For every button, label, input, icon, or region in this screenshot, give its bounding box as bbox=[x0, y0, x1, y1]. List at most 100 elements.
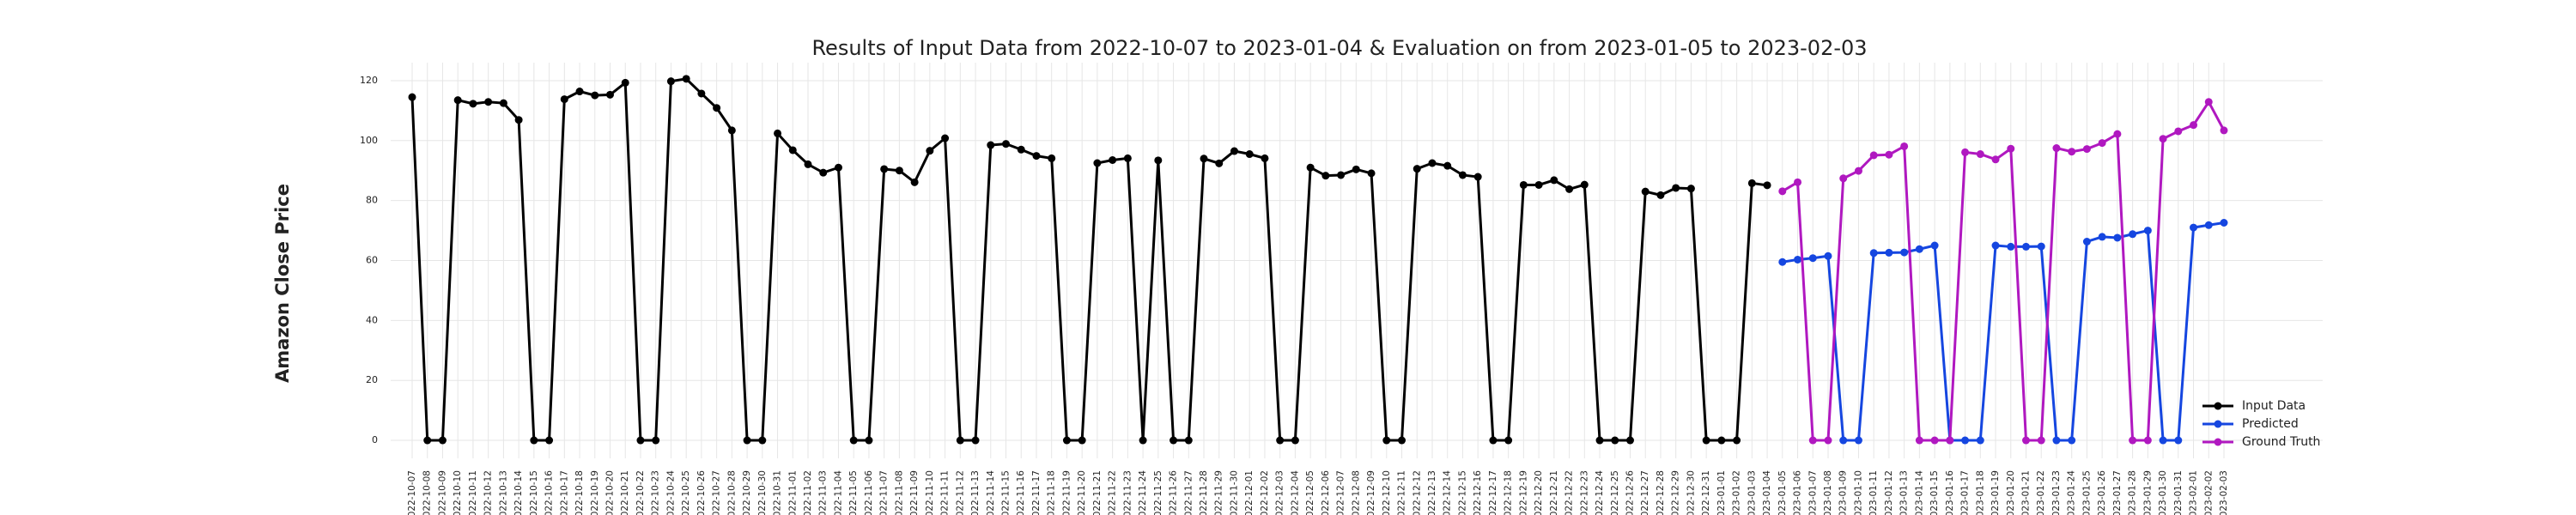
data-point bbox=[849, 436, 858, 445]
data-point bbox=[2021, 436, 2030, 445]
x-tick-label: 2022-12-03 bbox=[1275, 470, 1285, 515]
data-point bbox=[2021, 242, 2030, 251]
data-point bbox=[2037, 436, 2045, 445]
x-tick-label: 2022-12-17 bbox=[1488, 470, 1498, 515]
data-point bbox=[1854, 436, 1862, 445]
x-tick-label: 2022-11-11 bbox=[940, 470, 951, 515]
x-tick-label: 2023-01-07 bbox=[1807, 470, 1818, 515]
data-point bbox=[1839, 436, 1848, 445]
data-point bbox=[1473, 173, 1482, 181]
data-point bbox=[1625, 436, 1634, 445]
data-point bbox=[484, 98, 493, 106]
x-tick-label: 2022-11-20 bbox=[1077, 470, 1087, 515]
x-tick-label: 2023-01-06 bbox=[1793, 470, 1803, 515]
x-tick-label: 2022-11-30 bbox=[1229, 470, 1239, 515]
data-point bbox=[1976, 436, 1984, 445]
data-point bbox=[1550, 176, 1558, 185]
x-tick-label: 2022-10-09 bbox=[437, 470, 447, 515]
data-point bbox=[1686, 185, 1695, 193]
x-tick-label: 2022-11-10 bbox=[925, 470, 935, 515]
data-point bbox=[1519, 180, 1528, 189]
x-tick-label: 2022-11-16 bbox=[1016, 470, 1026, 515]
data-point bbox=[1808, 436, 1817, 445]
data-point bbox=[1991, 155, 2000, 164]
data-point bbox=[1504, 436, 1513, 445]
x-tick-label: 2022-10-11 bbox=[468, 470, 478, 515]
data-point bbox=[1261, 154, 1269, 162]
data-point bbox=[2082, 237, 2091, 245]
data-point bbox=[1611, 436, 1619, 445]
x-tick-label: 2023-01-18 bbox=[1975, 470, 1985, 515]
x-tick-label: 2022-12-30 bbox=[1686, 470, 1696, 515]
x-tick-label: 2022-12-31 bbox=[1701, 470, 1711, 515]
x-tick-label: 2022-10-26 bbox=[696, 470, 707, 515]
x-tick-label: 2022-11-02 bbox=[803, 470, 813, 515]
data-point bbox=[2037, 242, 2045, 251]
data-point bbox=[2007, 144, 2015, 153]
x-tick-label: 2022-10-18 bbox=[574, 470, 585, 515]
legend-label: Predicted bbox=[2242, 417, 2299, 431]
x-tick-label: 2022-10-25 bbox=[681, 470, 691, 515]
x-tick-label: 2022-12-15 bbox=[1457, 470, 1467, 515]
x-tick-label: 2022-12-19 bbox=[1518, 470, 1528, 515]
data-point bbox=[1961, 148, 1970, 156]
data-point bbox=[1017, 145, 1025, 154]
data-point bbox=[1717, 436, 1726, 445]
data-point bbox=[1946, 436, 1954, 445]
data-point bbox=[1900, 142, 1909, 150]
data-point bbox=[2143, 436, 2152, 445]
data-point bbox=[1062, 436, 1071, 445]
data-point bbox=[2159, 436, 2167, 445]
data-point bbox=[652, 436, 660, 445]
data-point bbox=[1885, 150, 1893, 159]
x-tick-label: 2022-11-26 bbox=[1169, 470, 1179, 515]
x-tick-label: 2022-11-03 bbox=[818, 470, 829, 515]
x-tick-label: 2023-01-21 bbox=[2020, 470, 2031, 515]
data-point bbox=[438, 436, 447, 445]
x-tick-label: 2022-10-17 bbox=[559, 470, 569, 515]
data-point bbox=[1443, 161, 1452, 170]
data-point bbox=[880, 165, 889, 173]
data-point bbox=[987, 141, 995, 149]
data-point bbox=[865, 436, 873, 445]
x-tick-label: 2022-11-08 bbox=[894, 470, 904, 515]
data-point bbox=[1672, 184, 1680, 192]
y-axis-label: Amazon Close Price bbox=[272, 184, 293, 383]
data-point bbox=[1930, 436, 1939, 445]
x-tick-label: 2023-02-01 bbox=[2189, 470, 2199, 515]
x-tick-label: 2022-11-22 bbox=[1108, 470, 1118, 515]
data-point bbox=[2068, 148, 2076, 156]
x-tick-label: 2022-10-14 bbox=[513, 470, 524, 515]
x-tick-label: 2022-10-22 bbox=[635, 470, 646, 515]
x-tick-label: 2022-10-19 bbox=[590, 470, 600, 515]
data-point bbox=[1337, 171, 1346, 179]
data-point bbox=[1291, 436, 1299, 445]
x-tick-label: 2023-01-03 bbox=[1747, 470, 1757, 515]
data-point bbox=[1215, 159, 1224, 167]
x-tick-label: 2022-10-23 bbox=[651, 470, 661, 515]
data-point bbox=[2052, 144, 2061, 153]
x-tick-label: 2022-12-08 bbox=[1351, 470, 1361, 515]
data-point bbox=[1747, 179, 1756, 187]
legend-label: Ground Truth bbox=[2242, 435, 2320, 449]
x-tick-label: 2023-01-30 bbox=[2158, 470, 2168, 515]
x-tick-label: 2022-12-22 bbox=[1564, 470, 1575, 515]
data-point bbox=[591, 91, 599, 100]
x-tick-label: 2022-10-28 bbox=[726, 470, 737, 515]
data-point bbox=[2220, 218, 2228, 227]
x-tick-label: 2022-12-10 bbox=[1382, 470, 1392, 515]
x-tick-label: 2022-11-07 bbox=[879, 470, 890, 515]
data-point bbox=[2204, 98, 2213, 106]
x-tick-label: 2022-11-01 bbox=[787, 470, 798, 515]
data-point bbox=[1200, 154, 1208, 163]
x-tick-label: 2022-12-25 bbox=[1610, 470, 1620, 515]
x-tick-label: 2022-10-21 bbox=[620, 470, 630, 515]
x-tick-label: 2022-11-13 bbox=[970, 470, 981, 515]
data-point bbox=[774, 129, 782, 137]
legend-label: Input Data bbox=[2242, 399, 2306, 413]
x-tick-label: 2023-01-29 bbox=[2142, 470, 2153, 515]
x-tick-label: 2022-12-06 bbox=[1321, 470, 1331, 515]
x-tick-label: 2023-01-13 bbox=[1899, 470, 1910, 515]
x-tick-label: 2022-10-08 bbox=[422, 470, 433, 515]
data-point bbox=[1976, 150, 1984, 159]
